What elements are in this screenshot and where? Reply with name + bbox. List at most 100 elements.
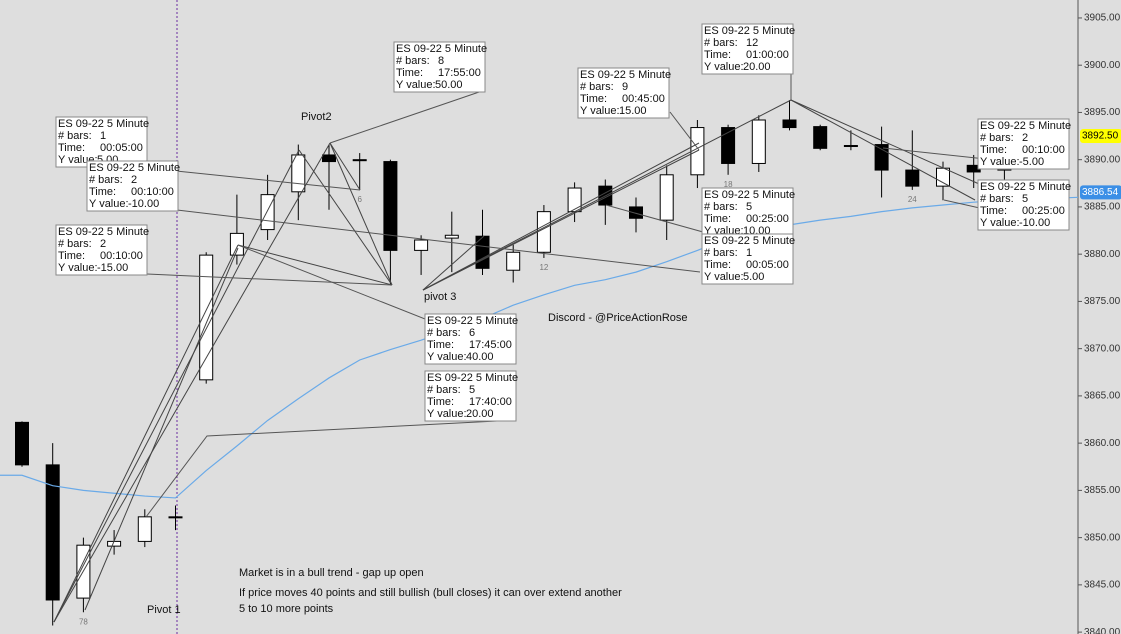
measure-field: # bars: (427, 384, 461, 396)
measure-value: 17:45:00 (469, 339, 512, 351)
candle-body (229, 232, 244, 256)
candle-body (536, 211, 551, 253)
measure-field: Time: (89, 186, 116, 198)
measure-box-bg (393, 41, 486, 93)
connector (145, 419, 517, 518)
measure-title: ES 09-22 5 Minute (427, 372, 518, 384)
note: If price moves 40 points and still bulli… (239, 587, 622, 599)
measure-title: ES 09-22 5 Minute (427, 315, 518, 327)
measure-box: ES 09-22 5 Minute# bars: 2 Time: 00:10:00Y … (55, 224, 149, 276)
candle-body (782, 119, 797, 129)
measure-title: ES 09-22 5 Minute (89, 162, 180, 174)
bar-number: 78 (79, 617, 88, 626)
connector (146, 167, 361, 191)
y-tick-label: 3850.00 (1084, 532, 1121, 543)
y-tick-label: 3860.00 (1084, 438, 1121, 449)
trend-lines (53, 73, 1070, 623)
measure-title: ES 09-22 5 Minute (980, 181, 1071, 193)
measure-box: ES 09-22 5 Minute# bars: 12 Time: 01:00:00Y… (701, 23, 795, 75)
labels: Pivot2 pivot 3 Pivot 1 Discord - @PriceA… (147, 111, 688, 616)
measure-value: -15.00 (97, 262, 128, 274)
candle-body (352, 159, 367, 162)
candle-body (137, 516, 152, 542)
measure-field: Time: (396, 67, 423, 79)
connector (176, 209, 701, 273)
candle-body (506, 251, 521, 271)
trend-line (53, 149, 300, 623)
measure-field: # bars: (89, 174, 123, 186)
measure-value: -5.00 (1019, 156, 1044, 168)
measure-value: 20.00 (743, 61, 771, 73)
y-tick-label: 3865.00 (1084, 391, 1121, 402)
measure-title: ES 09-22 5 Minute (980, 120, 1071, 132)
measure-value: -10.00 (1019, 217, 1050, 229)
measure-value: 00:45:00 (622, 93, 665, 105)
measure-value: 17:40:00 (469, 396, 512, 408)
y-tick-label: 3855.00 (1084, 485, 1121, 496)
measure-field: Time: (704, 259, 731, 271)
candle-body (322, 154, 336, 163)
measure-value: 00:10:00 (100, 250, 143, 262)
note: 5 to 10 more points (239, 603, 334, 615)
measure-field: Y value: (427, 351, 467, 363)
y-tick-label: 3890.00 (1084, 154, 1121, 165)
measure-box-bg (977, 179, 1070, 231)
measure-field: # bars: (980, 193, 1014, 205)
measure-title: ES 09-22 5 Minute (580, 69, 671, 81)
measure-value: 5 (1022, 193, 1028, 205)
candle-body (843, 145, 858, 148)
connector (146, 273, 393, 286)
measure-value: 00:25:00 (746, 213, 789, 225)
measure-field: # bars: (704, 37, 738, 49)
measure-value: 15.00 (619, 105, 647, 117)
measure-title: ES 09-22 5 Minute (704, 235, 795, 247)
connector (329, 89, 486, 144)
pivot-label: Pivot2 (301, 111, 332, 123)
y-tick-label: 3885.00 (1084, 202, 1121, 213)
moving-average (0, 196, 1079, 499)
bar-number: 18 (724, 180, 733, 189)
note: Market is in a bull trend - gap up open (239, 567, 424, 579)
price-marker (1080, 185, 1121, 200)
measure-value: 2 (1022, 132, 1028, 144)
measure-field: # bars: (396, 55, 430, 67)
measure-field: Y value: (580, 105, 620, 117)
trend-line (84, 247, 239, 611)
measure-box-bg (701, 187, 794, 239)
measure-value: 1 (100, 130, 106, 142)
measure-field: Y value: (704, 61, 744, 73)
measure-title: ES 09-22 5 Minute (58, 118, 149, 130)
measure-box: ES 09-22 5 Minute# bars: 9 Time: 00:45:00Y … (577, 67, 671, 119)
measure-field: Time: (704, 49, 731, 61)
candle-body (414, 239, 429, 251)
measure-value: 17:55:00 (438, 67, 481, 79)
candle-body (567, 187, 582, 213)
measure-field: Time: (580, 93, 607, 105)
measure-field: Y value: (89, 198, 129, 210)
pivot-label: pivot 3 (424, 291, 456, 303)
trend-line (298, 149, 393, 286)
connector (605, 204, 704, 233)
measure-value: 00:10:00 (131, 186, 174, 198)
measure-value: 50.00 (435, 79, 463, 91)
candle-body (15, 421, 29, 466)
y-tick-label: 3845.00 (1084, 580, 1121, 591)
measure-value: 00:05:00 (100, 142, 143, 154)
measure-box-bg (55, 224, 148, 276)
measure-box: ES 09-22 5 Minute# bars: 8 Time: 17:55:00Y … (393, 41, 487, 93)
bar-number: 6 (357, 195, 362, 204)
measure-value: 00:10:00 (1022, 144, 1065, 156)
trend-line (53, 142, 331, 623)
measure-field: Time: (58, 250, 85, 262)
measure-title: ES 09-22 5 Minute (396, 43, 487, 55)
candle-body (813, 126, 828, 149)
trend-line (237, 244, 393, 286)
measure-field: # bars: (427, 327, 461, 339)
measure-field: Y value: (980, 217, 1020, 229)
price-marker (1080, 129, 1121, 144)
measure-value: 6 (469, 327, 475, 339)
